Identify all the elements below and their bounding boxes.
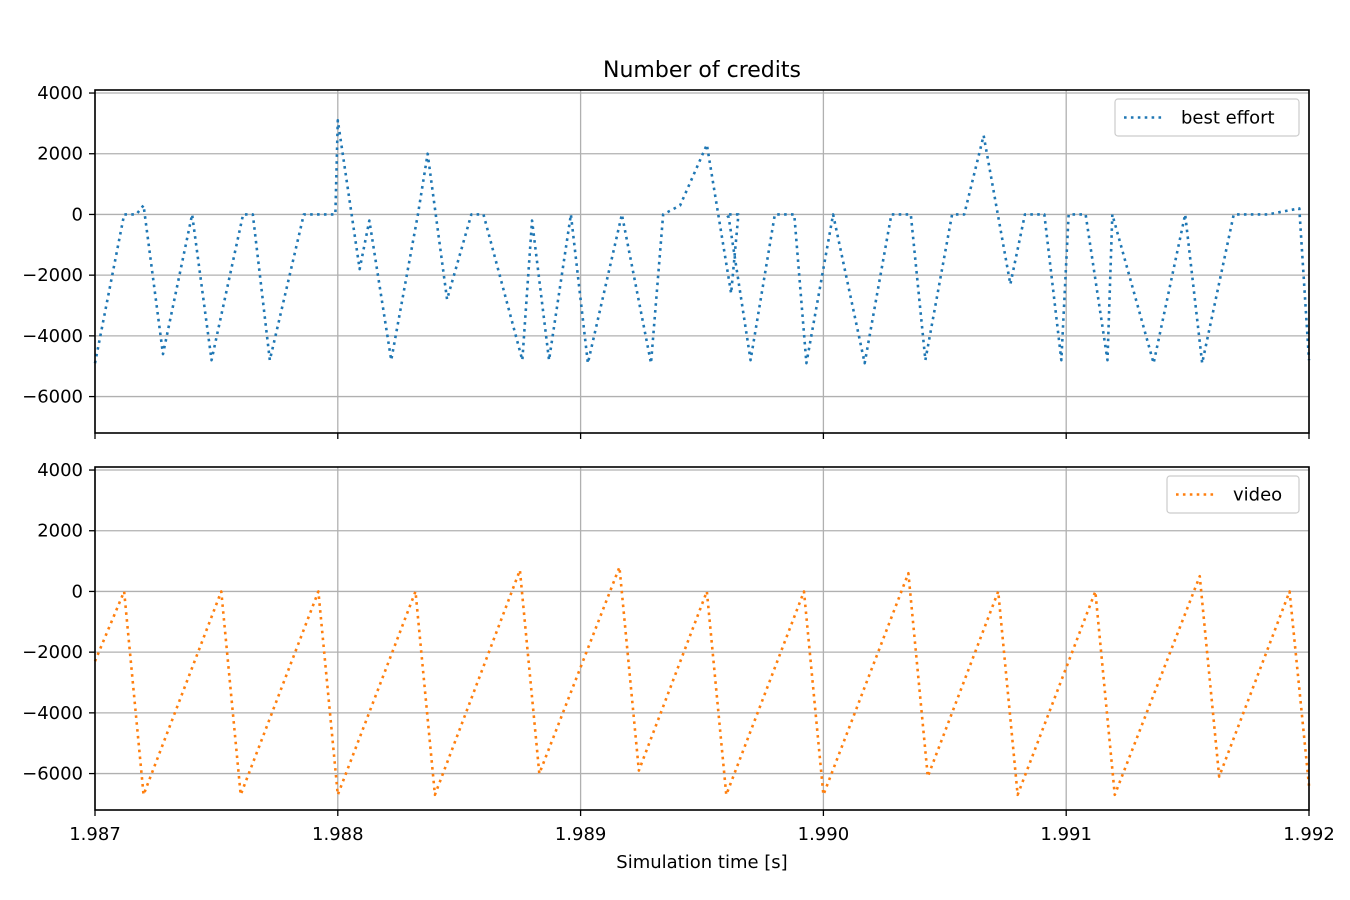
y-tick-label: 4000: [37, 460, 83, 481]
y-tick-label: −2000: [22, 642, 83, 663]
x-tick-label: 1.990: [798, 824, 850, 845]
series-line-video: [93, 565, 1311, 797]
x-tick-label: 1.987: [69, 824, 121, 845]
y-tick-label: 2000: [37, 144, 83, 165]
y-tick-label: −4000: [22, 326, 83, 347]
best-effort-panel: −6000 −4000 −2000 0 2000 4000 best effort: [22, 83, 1311, 439]
y-tick-label: 2000: [37, 521, 83, 542]
y-tick-label: −4000: [22, 703, 83, 724]
legend-best-effort: best effort: [1114, 98, 1300, 137]
y-tick-label: −6000: [22, 387, 83, 408]
x-tick-label: 1.988: [312, 824, 364, 845]
legend-label-best-effort: best effort: [1181, 108, 1275, 129]
x-tick-label: 1.992: [1283, 824, 1335, 845]
x-axis-label: Simulation time [s]: [616, 852, 787, 873]
y-tick-label: 4000: [37, 83, 83, 104]
y-tick-label: 0: [72, 581, 83, 602]
legend-label-video: video: [1233, 485, 1282, 506]
plot-frame: [94, 466, 1310, 811]
y-tick-label: −2000: [22, 265, 83, 286]
legend-video: video: [1166, 475, 1300, 514]
legend-box: [1114, 98, 1300, 137]
x-tick-label: 1.991: [1040, 824, 1092, 845]
series-line-best-effort: [93, 119, 1311, 365]
video-panel: −6000 −4000 −2000 0 2000 4000 1.987 1.988 1.989 1…: [22, 460, 1335, 845]
y-tick-label: −6000: [22, 764, 83, 785]
legend-box: [1166, 475, 1300, 514]
x-tick-label: 1.989: [555, 824, 607, 845]
plot-frame: [94, 89, 1310, 434]
chart-title: Number of credits: [603, 58, 801, 83]
y-tick-label: 0: [72, 204, 83, 225]
